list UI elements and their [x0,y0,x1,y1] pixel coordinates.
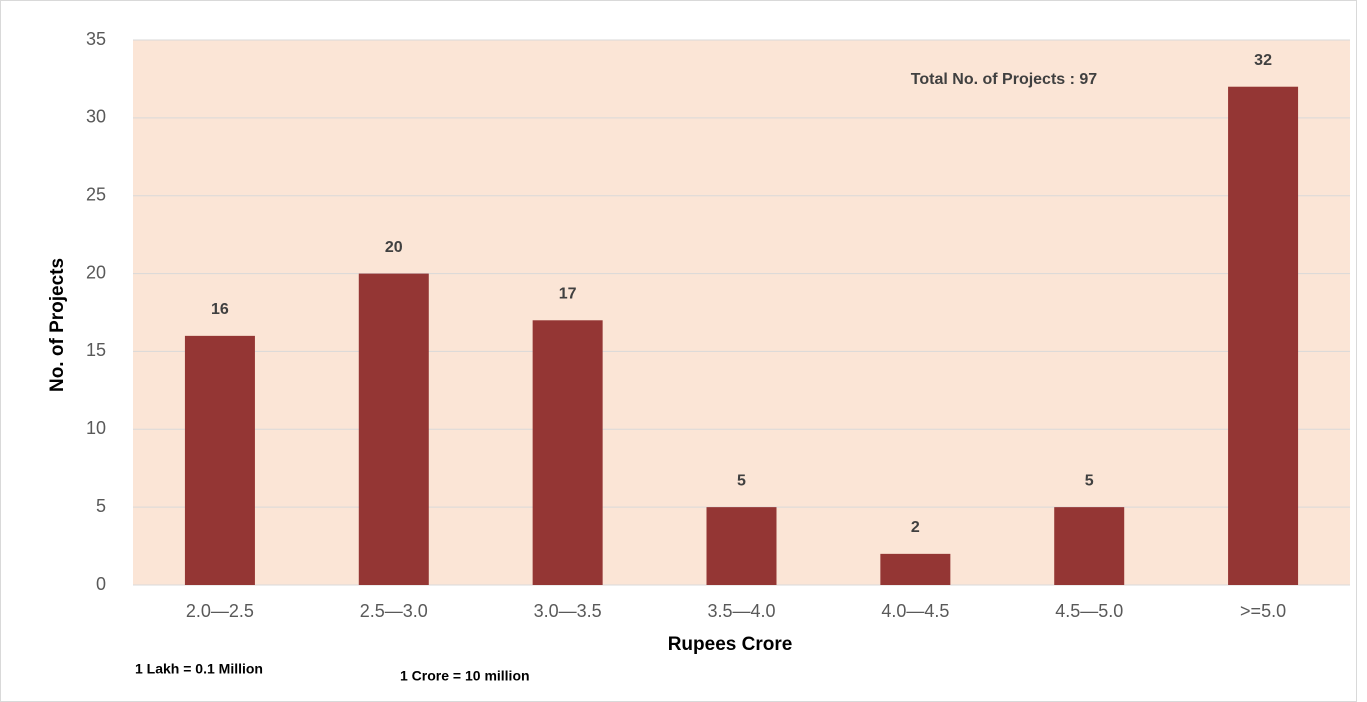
bar [184,335,255,585]
data-label: 17 [559,286,577,303]
annotation: Total No. of Projects : 97 [911,71,1098,88]
note: 1 Lakh = 0.1 Million [135,661,263,677]
data-label: 20 [385,239,403,256]
y-tick-label: 25 [86,184,106,204]
data-label: 16 [211,301,229,318]
x-axis-label: Rupees Crore [668,634,793,655]
bar [358,273,429,585]
x-tick-label: 4.0—4.5 [881,601,949,621]
x-tick-label: 4.5—5.0 [1055,601,1123,621]
bar [532,320,603,585]
y-tick-label: 15 [86,340,106,360]
bar [1228,86,1299,585]
data-label: 5 [737,472,746,489]
data-label: 2 [911,519,920,536]
x-tick-label: 2.5—3.0 [360,601,428,621]
y-tick-label: 5 [96,496,106,516]
x-tick-label: 2.0—2.5 [186,601,254,621]
y-tick-label: 20 [86,262,106,282]
x-tick-label: 3.5—4.0 [707,601,775,621]
x-tick-label: 3.0—3.5 [534,601,602,621]
plot-area [133,40,1350,585]
y-tick-label: 30 [86,107,106,127]
note: 1 Crore = 10 million [400,668,530,684]
bar [880,553,951,585]
x-tick-label: >=5.0 [1240,601,1286,621]
y-tick-label: 10 [86,418,106,438]
y-tick-label: 0 [96,574,106,594]
data-label: 32 [1254,52,1272,69]
y-axis-label: No. of Projects [47,258,68,392]
bar [706,507,777,585]
data-label: 5 [1085,472,1094,489]
bar [1054,507,1125,585]
y-tick-label: 35 [86,29,106,49]
